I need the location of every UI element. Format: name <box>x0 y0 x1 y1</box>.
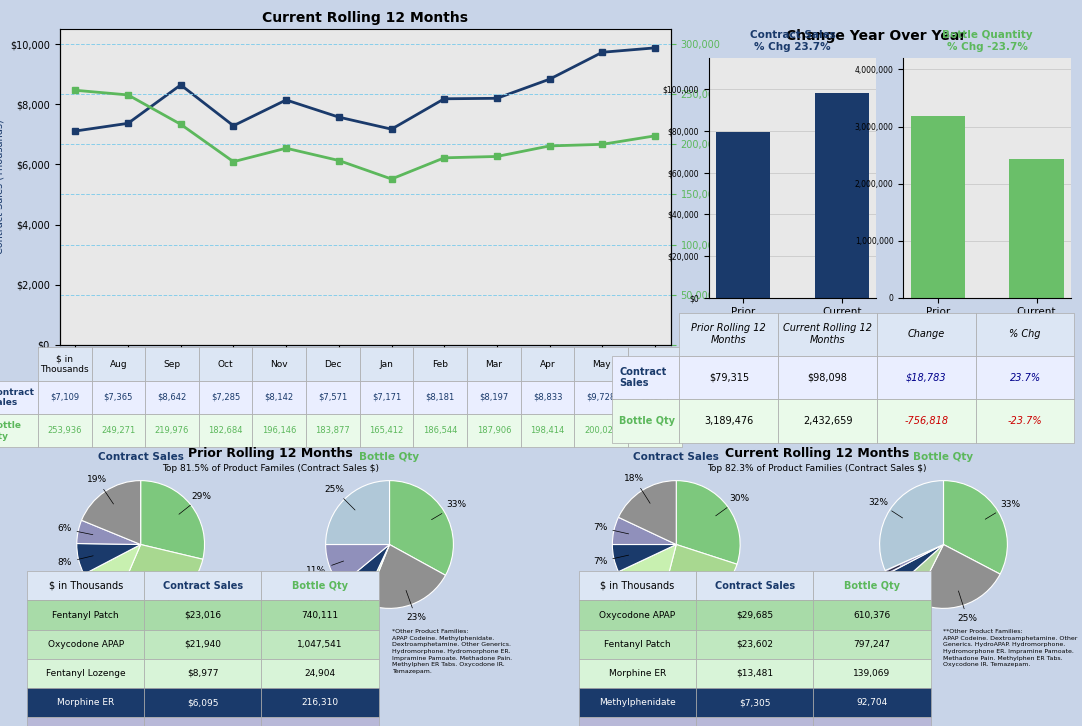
Wedge shape <box>366 544 446 608</box>
Text: 11%: 11% <box>78 580 107 606</box>
Wedge shape <box>77 521 141 544</box>
Wedge shape <box>880 481 944 571</box>
Wedge shape <box>887 544 944 587</box>
Wedge shape <box>390 481 453 575</box>
Text: 29%: 29% <box>179 492 212 514</box>
Bar <box>1010 159 1064 298</box>
Text: **Other Product Families:
APAP Codeine. Dextroamphetamine. Other
Generics. Hydro: **Other Product Families: APAP Codeine. … <box>942 629 1078 667</box>
Title: Current Rolling 12 Months: Current Rolling 12 Months <box>262 11 469 25</box>
Bar <box>716 132 770 298</box>
Text: Current Rolling 12 Months: Current Rolling 12 Months <box>725 447 909 460</box>
Text: 19%: 19% <box>88 476 114 504</box>
Wedge shape <box>362 544 390 604</box>
Text: 28%: 28% <box>162 588 186 619</box>
Text: Prior Rolling 12 Months: Prior Rolling 12 Months <box>188 447 353 460</box>
Text: 25%: 25% <box>958 591 977 623</box>
Text: 25%: 25% <box>325 485 355 510</box>
Text: 8%: 8% <box>57 556 93 567</box>
Text: Change Year Over Year: Change Year Over Year <box>787 29 966 44</box>
Title: Contract Sales: Contract Sales <box>633 452 720 462</box>
Text: 11%: 11% <box>306 561 344 576</box>
Text: *Other Product Families:
APAP Codeine. Methylphenidate.
Dextroamphetamine. Other: *Other Product Families: APAP Codeine. M… <box>393 629 513 674</box>
Y-axis label: Bottle Qty: Bottle Qty <box>726 162 736 212</box>
Text: 33%: 33% <box>432 500 466 520</box>
Text: 33%: 33% <box>986 499 1020 519</box>
Text: Top 81.5% of Product Familes (Contract Sales $): Top 81.5% of Product Familes (Contract S… <box>162 464 379 473</box>
Bar <box>911 115 965 298</box>
Wedge shape <box>326 544 390 585</box>
Wedge shape <box>660 544 737 608</box>
Text: 6%: 6% <box>889 583 914 611</box>
Text: 7%: 7% <box>593 555 629 566</box>
Text: 1%: 1% <box>352 590 370 621</box>
Title: Bottle Qty: Bottle Qty <box>359 452 420 462</box>
Text: 7%: 7% <box>334 583 359 611</box>
Wedge shape <box>676 481 740 564</box>
Wedge shape <box>84 544 141 603</box>
Text: Top 82.3% of Product Families (Contract Sales $): Top 82.3% of Product Families (Contract … <box>708 464 926 473</box>
Title: Bottle Quantity
% Chg -23.7%: Bottle Quantity % Chg -23.7% <box>942 30 1032 52</box>
Text: 30%: 30% <box>715 494 750 516</box>
Y-axis label: Contract Sales (Thousands): Contract Sales (Thousands) <box>0 120 4 254</box>
Title: Contract Sales
% Chg 23.7%: Contract Sales % Chg 23.7% <box>750 30 835 52</box>
Text: 32%: 32% <box>868 497 902 518</box>
Wedge shape <box>619 544 676 606</box>
Title: Bottle Qty: Bottle Qty <box>913 452 974 462</box>
Wedge shape <box>77 544 141 574</box>
Text: 1%: 1% <box>867 566 899 583</box>
Wedge shape <box>341 544 390 603</box>
Wedge shape <box>619 481 676 544</box>
Wedge shape <box>885 544 944 574</box>
Wedge shape <box>141 481 204 559</box>
Wedge shape <box>914 544 1000 608</box>
Text: 18%: 18% <box>624 474 650 503</box>
Wedge shape <box>326 481 390 544</box>
Text: 7%: 7% <box>593 523 629 534</box>
Text: 4%: 4% <box>872 572 903 593</box>
Wedge shape <box>612 518 676 544</box>
Text: 14%: 14% <box>617 582 645 609</box>
Bar <box>815 94 869 298</box>
Wedge shape <box>612 544 676 571</box>
Text: 23%: 23% <box>406 590 426 622</box>
Wedge shape <box>944 481 1007 574</box>
Wedge shape <box>116 544 202 608</box>
Text: 24%: 24% <box>700 587 724 617</box>
Text: 6%: 6% <box>57 524 93 535</box>
Wedge shape <box>81 481 141 544</box>
Title: Contract Sales: Contract Sales <box>97 452 184 462</box>
Wedge shape <box>896 544 944 602</box>
